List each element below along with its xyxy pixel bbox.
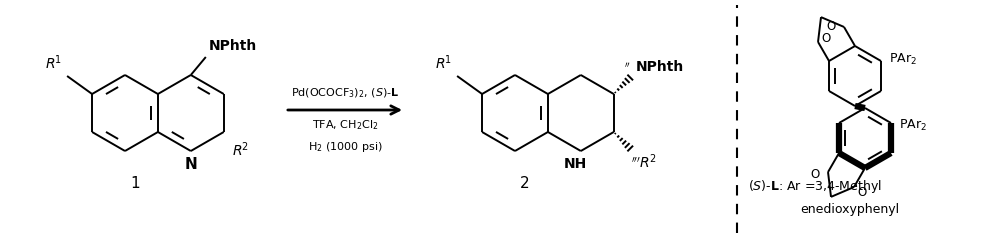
Text: NH: NH: [564, 157, 587, 171]
Text: ($\it{S}$)-$\bf{L}$: Ar =3,4-Methyl: ($\it{S}$)-$\bf{L}$: Ar =3,4-Methyl: [748, 178, 882, 195]
Text: 2: 2: [520, 176, 530, 191]
Text: O: O: [821, 32, 830, 45]
Text: NPhth: NPhth: [209, 39, 257, 53]
Text: N: N: [184, 157, 197, 172]
Text: $\mathit{R}$$^2$: $\mathit{R}$$^2$: [232, 140, 249, 159]
Text: enedioxyphenyl: enedioxyphenyl: [800, 203, 900, 216]
Text: $\mathit{R}$$^1$: $\mathit{R}$$^1$: [435, 53, 452, 72]
Text: 1: 1: [130, 176, 140, 191]
Text: $\mathit{R}$$^1$: $\mathit{R}$$^1$: [45, 53, 62, 72]
Text: NPhth: NPhth: [636, 60, 684, 74]
Text: $^{\prime\prime\prime}$$\mathit{R}$$^2$: $^{\prime\prime\prime}$$\mathit{R}$$^2$: [631, 152, 656, 171]
Text: O: O: [857, 186, 866, 198]
Text: O: O: [827, 20, 836, 34]
Text: PAr$_2$: PAr$_2$: [899, 117, 927, 133]
Text: H$_2$ (1000 psi): H$_2$ (1000 psi): [308, 140, 382, 154]
Text: PAr$_2$: PAr$_2$: [889, 51, 917, 67]
Text: TFA, CH$_2$Cl$_2$: TFA, CH$_2$Cl$_2$: [312, 118, 378, 132]
Text: Pd(OCOCF$_3$)$_2$, ($\it{S}$)-$\bf{L}$: Pd(OCOCF$_3$)$_2$, ($\it{S}$)-$\bf{L}$: [291, 86, 399, 100]
Text: $^{\prime\prime}$: $^{\prime\prime}$: [624, 61, 631, 74]
Text: O: O: [811, 168, 820, 181]
